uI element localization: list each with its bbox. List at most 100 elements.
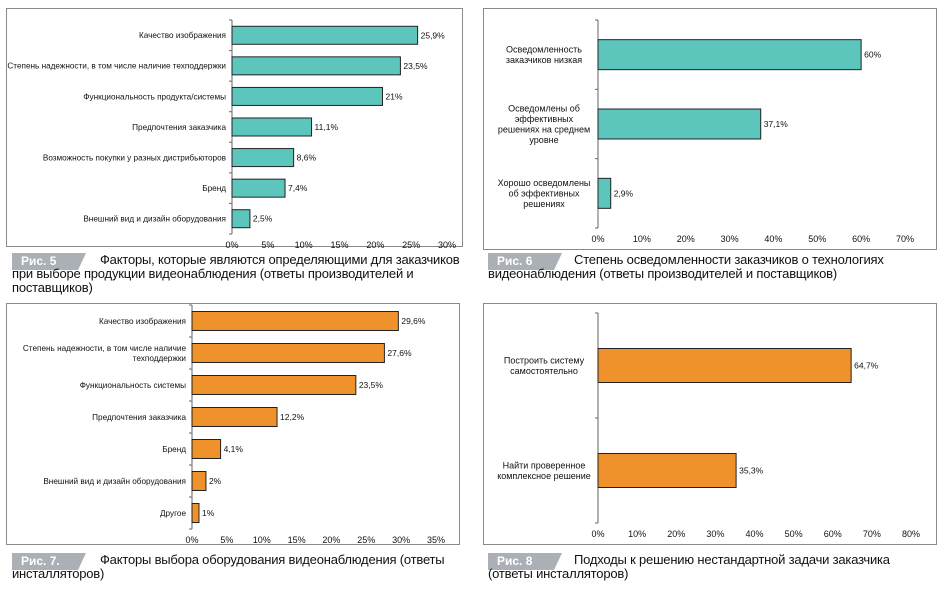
x-tick-label: 70% — [863, 529, 881, 539]
bar-value-label: 1% — [202, 508, 215, 518]
figure-8: 0% 10% 20% 30% 40% 50% 60% 70% 80% 64,7% Построить… — [478, 297, 938, 594]
x-tick-label: 25% — [402, 240, 420, 250]
bar-value-label: 12,2% — [280, 412, 305, 422]
x-tick-label: 10% — [295, 240, 313, 250]
figure-8-caption: Подходы к решению нестандартной задачи з… — [488, 552, 890, 581]
bar — [597, 177, 612, 209]
bar — [191, 343, 385, 363]
x-tick-label: 30% — [721, 234, 739, 244]
bar-value-label: 11,1% — [315, 122, 339, 132]
figure-7-chart: 0% 5% 10% 15% 20% 25% 30% 35% 29,6% Качество изоб… — [23, 304, 445, 545]
figure-6: 0% 10% 20% 30% 40% 50% 60% 70% 60% Осведомленност… — [478, 0, 938, 292]
x-tick-label: 25% — [357, 535, 375, 545]
x-tick-label: 0% — [591, 234, 604, 244]
x-tick-label: 30% — [706, 529, 724, 539]
x-tick-label: 30% — [438, 240, 456, 250]
bar-value-label: 37,1% — [764, 119, 789, 129]
x-tick-label: 50% — [808, 234, 826, 244]
category-label: Предпочтения заказчика — [92, 413, 186, 422]
category-label: Осведомленность заказчиков низкая — [506, 45, 582, 66]
x-tick-label: 10% — [253, 535, 271, 545]
figure-7: 0% 5% 10% 15% 20% 25% 30% 35% 29,6% Качество изоб… — [0, 297, 470, 594]
bar-value-label: 2,5% — [253, 214, 273, 224]
category-label: Внешний вид и дизайн оборудования — [83, 215, 226, 224]
bar-value-label: 4,1% — [224, 444, 244, 454]
bar — [191, 471, 207, 491]
bar — [231, 148, 295, 168]
bar — [231, 117, 313, 137]
category-label: Осведомлены об эффективных решениях на сре… — [498, 103, 590, 145]
figure-5-caption: Факторы, которые являются определяющими … — [12, 252, 460, 295]
bar-value-label: 29,6% — [401, 316, 426, 326]
figure-6-badge — [488, 253, 562, 270]
x-tick-label: 50% — [785, 529, 803, 539]
x-tick-label: 0% — [591, 529, 604, 539]
bar — [231, 178, 286, 198]
figure-6-chart: 0% 10% 20% 30% 40% 50% 60% 70% 60% Осведомленност… — [498, 19, 914, 244]
x-tick-label: 5% — [220, 535, 233, 545]
bar — [597, 108, 762, 140]
bar — [231, 86, 383, 106]
category-label: Найти проверенное комплексное решение — [497, 460, 591, 481]
x-tick-label: 10% — [628, 529, 646, 539]
figure-5-badge — [12, 253, 86, 270]
figure-8-frame — [483, 303, 937, 545]
bar — [231, 25, 419, 45]
category-label: Возможность покупки у разных дистрибьюто… — [43, 153, 226, 162]
category-label: Качество изображения — [99, 317, 186, 326]
bar-value-label: 25,9% — [421, 30, 446, 40]
bar — [597, 39, 862, 71]
category-label: Хорошо осведомлены об эффективных решениях — [498, 178, 591, 209]
category-label: Другое — [160, 509, 186, 518]
bar-value-label: 23,5% — [403, 61, 428, 71]
figure-7-caption: Факторы выбора оборудования видеонаблюде… — [12, 552, 445, 581]
x-tick-label: 60% — [824, 529, 842, 539]
category-label: Построить систему самостоятельно — [504, 355, 585, 376]
x-tick-label: 5% — [261, 240, 274, 250]
figure-6-badge-label: Рис. 6 — [497, 254, 533, 268]
category-label: Предпочтения заказчика — [132, 123, 226, 132]
x-tick-label: 0% — [185, 535, 198, 545]
x-tick-label: 70% — [896, 234, 914, 244]
x-tick-label: 10% — [633, 234, 651, 244]
x-tick-label: 15% — [330, 240, 348, 250]
category-label: Бренд — [202, 184, 226, 193]
x-tick-label: 20% — [366, 240, 384, 250]
bar-value-label: 60% — [864, 50, 881, 60]
figure-7-badge — [12, 553, 86, 570]
bar — [597, 453, 737, 488]
figure-5: 0% 5% 10% 15% 20% 25% 30% 25,9% Качество изображ… — [0, 0, 470, 295]
x-tick-label: 20% — [667, 529, 685, 539]
x-tick-label: 40% — [745, 529, 763, 539]
bar-value-label: 23,5% — [359, 380, 384, 390]
bar-value-label: 35,3% — [739, 466, 764, 476]
figure-8-badge-label: Рис. 8 — [497, 554, 533, 568]
bar — [191, 311, 399, 331]
category-label: Функциональность продукта/системы — [83, 92, 226, 101]
category-label: Внешний вид и дизайн оборудования — [43, 477, 186, 486]
bar — [231, 56, 401, 76]
figure-5-badge-label: Рис. 5 — [21, 254, 57, 268]
x-tick-label: 20% — [322, 535, 340, 545]
x-tick-label: 80% — [902, 529, 920, 539]
x-tick-label: 0% — [225, 240, 238, 250]
bar-value-label: 8,6% — [297, 153, 317, 163]
category-label: Степень надежности, в том числе наличие … — [7, 62, 226, 71]
bar — [231, 209, 251, 229]
x-tick-label: 15% — [288, 535, 306, 545]
bar-value-label: 7,4% — [288, 183, 308, 193]
x-tick-label: 30% — [392, 535, 410, 545]
bar — [597, 348, 852, 383]
x-tick-label: 40% — [764, 234, 782, 244]
x-tick-label: 20% — [677, 234, 695, 244]
figure-8-badge — [488, 553, 562, 570]
category-label: Бренд — [162, 445, 186, 454]
figure-6-caption: Степень осведомленности заказчиков о тех… — [488, 252, 884, 281]
figure-8-chart: 0% 10% 20% 30% 40% 50% 60% 70% 80% 64,7% Построить… — [497, 312, 920, 539]
category-label: Качество изображения — [139, 31, 226, 40]
category-label: Функциональность системы — [80, 381, 186, 390]
bar-value-label: 2,9% — [614, 188, 634, 198]
bar — [191, 439, 222, 459]
bar — [191, 407, 278, 427]
figure-5-chart: 0% 5% 10% 15% 20% 25% 30% 25,9% Качество изображ… — [7, 19, 456, 250]
